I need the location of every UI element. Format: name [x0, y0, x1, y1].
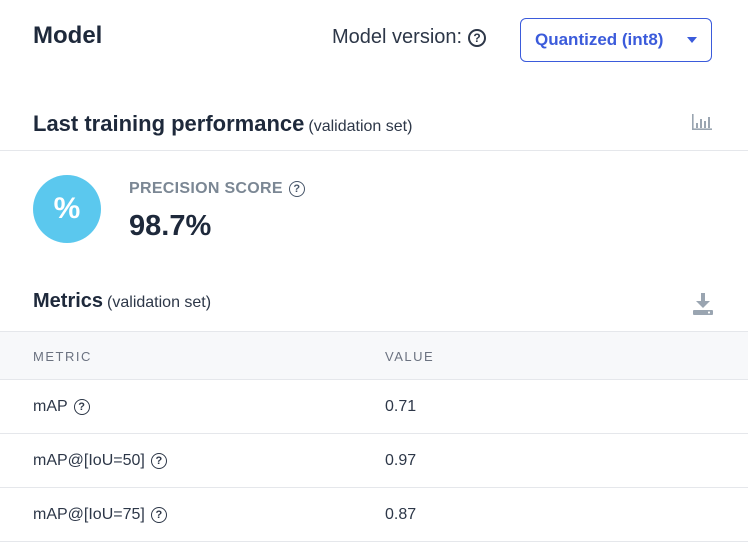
- performance-heading: Last training performance (validation set…: [33, 111, 412, 137]
- model-header: Model Model version: ? Quantized (int8): [0, 0, 748, 82]
- column-header-metric: METRIC: [33, 349, 92, 364]
- help-icon[interactable]: ?: [150, 507, 167, 523]
- metric-cell: mAP@[IoU=75] ?: [33, 506, 167, 524]
- table-row: mAP ? 0.71: [0, 380, 748, 434]
- metric-name: mAP@[IoU=75]: [33, 506, 145, 523]
- download-icon[interactable]: [693, 293, 713, 315]
- metric-value: 0.71: [385, 398, 417, 415]
- caret-down-icon: [687, 37, 697, 43]
- metric-value: 0.97: [385, 452, 417, 469]
- table-row: mAP@[IoU=50] ? 0.97: [0, 434, 748, 488]
- performance-subtitle: (validation set): [308, 118, 413, 135]
- model-version-label: Model version: ?: [332, 26, 487, 49]
- column-header-value: VALUE: [385, 349, 435, 364]
- model-version-dropdown[interactable]: Quantized (int8): [520, 18, 712, 62]
- metric-value: 0.87: [385, 506, 417, 523]
- model-version-value: Quantized (int8): [535, 30, 664, 49]
- model-version-text: Model version:: [332, 26, 463, 48]
- table-header: METRIC VALUE: [0, 331, 748, 380]
- metric-name: mAP: [33, 398, 68, 415]
- percent-icon: %: [33, 175, 101, 243]
- section-divider: [0, 150, 748, 151]
- metric-cell: mAP@[IoU=50] ?: [33, 452, 167, 470]
- metric-name: mAP@[IoU=50]: [33, 452, 145, 469]
- metrics-table: METRIC VALUE mAP ? 0.71 mAP@[IoU=50] ? 0…: [0, 331, 748, 542]
- metric-cell: mAP ?: [33, 398, 90, 416]
- metrics-subtitle: (validation set): [107, 294, 212, 311]
- table-row: mAP@[IoU=75] ? 0.87: [0, 488, 748, 542]
- metrics-title: Metrics: [33, 290, 104, 312]
- help-icon[interactable]: ?: [288, 181, 305, 197]
- metrics-heading: Metrics (validation set): [33, 290, 211, 313]
- bar-chart-icon[interactable]: [692, 114, 712, 130]
- help-icon[interactable]: ?: [150, 453, 167, 469]
- page-title: Model: [33, 22, 103, 49]
- performance-title: Last training performance: [33, 111, 305, 136]
- help-icon[interactable]: ?: [468, 28, 487, 47]
- precision-score-text: PRECISION SCORE: [129, 180, 283, 197]
- help-icon[interactable]: ?: [73, 399, 90, 415]
- precision-score-value: 98.7%: [129, 210, 212, 242]
- precision-score-label: PRECISION SCORE ?: [129, 180, 305, 198]
